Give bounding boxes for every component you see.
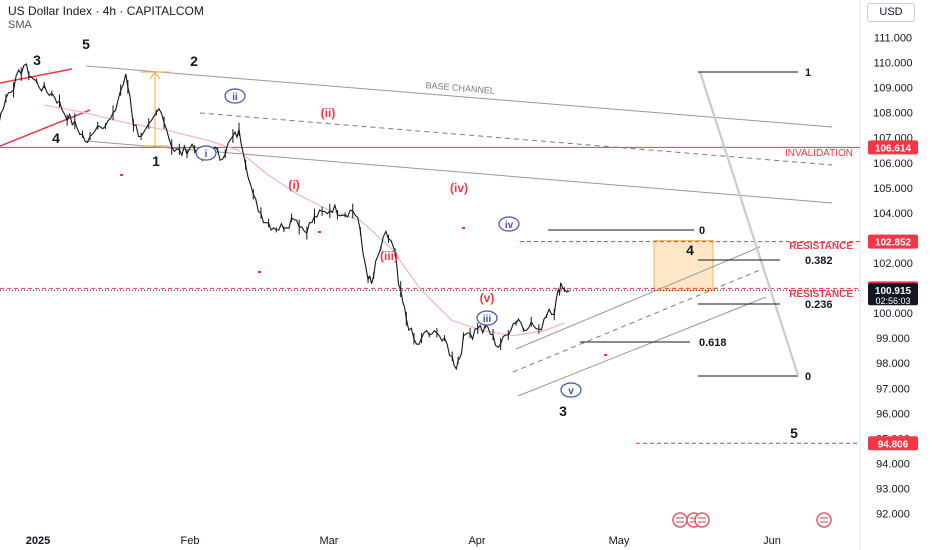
wave4-channel-upper	[515, 246, 761, 350]
wave-label-primary: 5	[790, 425, 798, 441]
red-trendline-upper	[0, 68, 73, 84]
resistance-label-upper: RESISTANCE	[789, 241, 853, 252]
y-tick-label: 111.000	[874, 32, 912, 44]
base-channel-upper	[85, 65, 833, 128]
price-tag	[868, 234, 918, 249]
y-tick-label: 97.000	[876, 383, 910, 395]
fib-label-0236: 0.236	[805, 299, 833, 311]
wave-label-minor: (i)	[288, 178, 299, 192]
wave4-channel-lower	[517, 296, 767, 397]
x-tick-label: Apr	[468, 535, 485, 547]
price-tag	[868, 283, 918, 306]
y-tick-label: 94.000	[876, 458, 910, 470]
x-tick-label: 2025	[26, 535, 50, 547]
us-flag-icon	[672, 512, 688, 528]
wave-label-primary: 5	[82, 36, 90, 52]
y-tick-label: 99.000	[876, 333, 910, 345]
resistance-zone-box	[653, 239, 714, 292]
diagonal-projection-line	[698, 71, 800, 376]
wave-label-minor: (v)	[480, 291, 495, 305]
x-tick-label: Mar	[320, 535, 339, 547]
y-tick-label: 96.000	[876, 408, 910, 420]
wave-label-minuette: ii	[232, 92, 238, 103]
red-marker	[462, 227, 465, 229]
wave-label-minuette: iii	[483, 314, 492, 325]
y-tick-label: 100.000	[873, 308, 913, 320]
y-tick-label: 108.000	[873, 108, 913, 120]
price-tag	[868, 140, 918, 155]
wave-circle-marker	[498, 216, 520, 232]
us-flag-icon	[816, 512, 832, 528]
red-marker	[258, 271, 261, 273]
price-tag-label: 106.614	[875, 143, 912, 154]
base-channel-label: BASE CHANNEL	[425, 80, 495, 96]
price-tag-label: 102.852	[875, 238, 912, 249]
y-tick-label: 93.000	[876, 484, 910, 496]
y-tick-label: 109.000	[873, 83, 913, 95]
currency-button[interactable]: USD	[867, 3, 915, 22]
red-marker	[120, 174, 123, 176]
wave-circle-marker	[195, 145, 217, 161]
wave-circle-marker	[560, 382, 582, 398]
measure-arrow-head	[149, 70, 161, 80]
chart-header: US Dollar Index · 4h · CAPITALCOM SMA	[8, 4, 204, 32]
wave-label-primary: 3	[33, 52, 41, 68]
x-tick-label: Feb	[181, 535, 200, 547]
invalidation-label: INVALIDATION	[785, 148, 853, 159]
wave-label-primary: 4	[52, 130, 60, 146]
wave-label-primary: 2	[190, 53, 198, 69]
wave-label-minuette: iv	[505, 220, 514, 231]
y-tick-label: 104.000	[873, 208, 913, 220]
base-channel-mid	[199, 112, 833, 166]
y-tick-label: 105.000	[873, 183, 913, 195]
price-tag-label: 100.915	[875, 286, 912, 297]
wave-circle-marker	[224, 88, 246, 104]
y-tick-label: 110.000	[874, 58, 913, 70]
red-marker	[604, 354, 607, 356]
red-marker	[318, 231, 321, 233]
resistance-label-lower: RESISTANCE	[789, 289, 853, 300]
indicator-label[interactable]: SMA	[8, 19, 32, 31]
fib-label-0382: 0.382	[805, 255, 833, 267]
wave-label-minuette: i	[205, 149, 208, 160]
fib-label-0-upper: 0	[699, 225, 705, 237]
x-tick-label: Jun	[763, 535, 781, 547]
wave4-channel-mid	[512, 269, 761, 373]
symbol-title: US Dollar Index · 4h · CAPITALCOM	[8, 4, 204, 18]
wave-label-primary: 4	[686, 242, 694, 258]
y-tick-label: 98.000	[876, 358, 910, 370]
price-countdown: 02:56:03	[875, 296, 910, 306]
wave-label-minuette: v	[568, 386, 574, 397]
y-tick-label: 106.000	[873, 158, 913, 170]
x-tick-label: May	[609, 535, 630, 547]
y-tick-label: 92.000	[876, 509, 910, 521]
fib-label-0618: 0.618	[699, 337, 727, 349]
price-tag	[868, 436, 918, 451]
fib-label-0: 0	[805, 371, 811, 383]
y-tick-label: 102.000	[873, 258, 913, 270]
wave-label-minor: (iv)	[450, 181, 468, 195]
wave-label-minor: (iii)	[380, 249, 398, 263]
price-tag-label: 94.806	[878, 439, 909, 450]
wave-circle-marker	[476, 310, 498, 326]
wave-label-primary: 3	[559, 403, 567, 419]
fib-label-1: 1	[805, 67, 811, 79]
wave-label-primary: 1	[152, 153, 160, 169]
price-line	[0, 63, 570, 371]
wave-label-minor: (ii)	[321, 106, 336, 120]
us-flag-icon	[694, 512, 710, 528]
